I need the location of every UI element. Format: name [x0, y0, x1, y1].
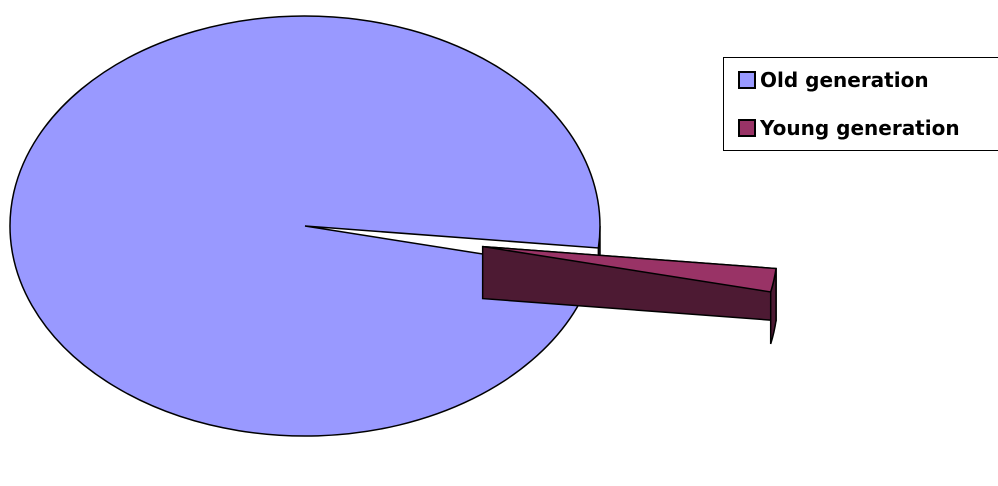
slice-old-generation	[9, 15, 601, 437]
legend-swatch-young-generation	[738, 119, 756, 137]
legend: Old generation Young generation	[723, 57, 998, 151]
slice-young-generation	[482, 245, 777, 293]
legend-item-old-generation: Old generation	[738, 68, 929, 92]
legend-swatch-old-generation	[738, 71, 756, 89]
legend-label-old-generation: Old generation	[760, 68, 929, 92]
legend-label-young-generation: Young generation	[760, 116, 960, 140]
legend-item-young-generation: Young generation	[738, 116, 960, 140]
